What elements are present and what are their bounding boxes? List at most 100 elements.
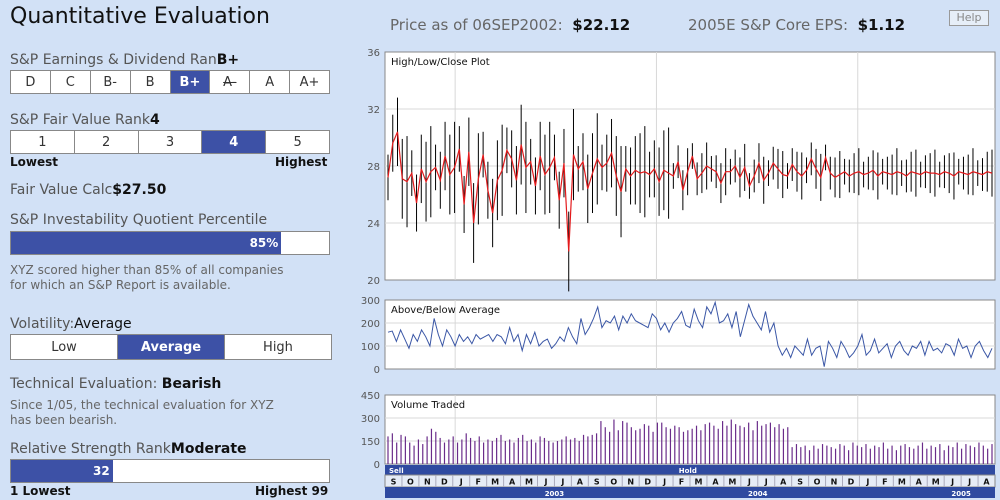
volatility-option[interactable]: High (224, 335, 331, 359)
fair-value-rank-option[interactable]: 1 (38, 134, 47, 150)
month-label: N (424, 478, 431, 487)
charts-panel: 36 32 28 24 20 High/Low/Close Plot 300 200 100 0 A… (361, 48, 996, 498)
earnings-rank-option[interactable]: C (49, 71, 90, 93)
volatility-option[interactable]: Low (51, 339, 77, 355)
iq-label: S&P Investability Quotient Percentile (10, 212, 268, 228)
month-label: F (475, 478, 480, 487)
y-tick-label: 200 (361, 319, 380, 330)
page-title: Quantitative Evaluation (10, 4, 270, 29)
price-value: $22.12 (572, 16, 631, 34)
close-line (387, 131, 993, 252)
month-label: S (391, 478, 397, 487)
chart-title: High/Low/Close Plot (391, 57, 490, 68)
month-label: F (882, 478, 887, 487)
earnings-rank-option[interactable]: D (25, 74, 36, 90)
fair-value-rank-label: S&P Fair Value Rank (10, 112, 151, 128)
month-label: A (983, 478, 990, 487)
month-label: N (627, 478, 634, 487)
y-tick-label: 32 (367, 105, 380, 116)
fair-value-rank-option[interactable]: 5 (265, 131, 329, 153)
chart-title: Above/Below Average (391, 305, 500, 316)
chart-frame (384, 394, 996, 465)
month-label: D (848, 478, 855, 487)
y-tick-label: 300 (361, 296, 380, 307)
earnings-rank-option[interactable]: B (129, 71, 170, 93)
fair-value-low-label: Lowest (10, 155, 58, 169)
year-label: 2003 (545, 490, 565, 498)
price-info: Price as of 06SEP2002: $22.12 (390, 16, 630, 34)
iq-note-line2: for which an S&P Report is available. (10, 278, 231, 292)
volatility-selector: Low Average High (10, 334, 332, 360)
earnings-rank-option[interactable]: B- (89, 71, 130, 93)
technical-value: Bearish (161, 376, 222, 392)
iq-note-line1: XYZ scored higher than 85% of all compan… (10, 263, 284, 277)
eps-info: 2005E S&P Core EPS: $1.12 (688, 16, 905, 34)
volatility-label: Volatility: (10, 316, 75, 332)
price-date: 06SEP2002: (472, 16, 563, 34)
iq-bar-fill: 85% (11, 232, 282, 254)
month-label: O (610, 478, 617, 487)
iq-note: XYZ scored higher than 85% of all compan… (10, 263, 284, 293)
chart-title: Volume Traded (391, 400, 465, 411)
month-label: A (712, 478, 719, 487)
relative-strength-label: Relative Strength Rank (10, 441, 171, 457)
fair-value-calc: Fair Value Calc$27.50 (10, 182, 166, 198)
month-label: M (728, 478, 736, 487)
signal-label: Sell (389, 467, 404, 475)
month-label: S (594, 478, 600, 487)
relative-strength-high-label: Highest 99 (255, 484, 329, 498)
volatility-option[interactable]: Average (117, 335, 224, 359)
month-label: J (967, 478, 971, 487)
month-label: J (459, 478, 463, 487)
earnings-rank-option[interactable]: A (249, 71, 289, 93)
eps-value: $1.12 (857, 16, 906, 34)
month-label: J (950, 478, 954, 487)
y-tick-label: 0 (374, 460, 380, 471)
month-label: O (814, 478, 821, 487)
year-label: 2004 (748, 490, 768, 498)
month-label: M (932, 478, 940, 487)
technical-note-line2: has been bearish. (10, 413, 118, 427)
month-label: M (525, 478, 533, 487)
price-label: Price as of (390, 16, 468, 34)
volatility-value: Average (74, 316, 132, 332)
y-tick-label: 450 (361, 391, 380, 402)
fair-value-rank-heading: S&P Fair Value Rank4 (10, 112, 160, 128)
technical-label: Technical Evaluation: (10, 376, 158, 392)
y-tick-label: 0 (374, 365, 380, 376)
month-label: S (797, 478, 803, 487)
earnings-rank-option[interactable]: A+ (289, 71, 329, 93)
month-label: A (509, 478, 516, 487)
y-tick-label: 300 (361, 414, 380, 425)
year-strip (385, 487, 995, 498)
earnings-rank-option[interactable]: B+ (169, 71, 210, 93)
fair-value-calc-label: Fair Value Calc (10, 182, 113, 198)
month-label: J (543, 478, 547, 487)
year-label: 2005 (951, 490, 971, 498)
relative-strength-bar: 32 (10, 459, 330, 483)
relative-strength-low-label: 1 Lowest (10, 484, 71, 498)
month-label: D (644, 478, 651, 487)
month-label: A (577, 478, 584, 487)
month-label: J (560, 478, 564, 487)
technical-heading: Technical Evaluation: Bearish (10, 376, 221, 392)
fair-value-rank-option[interactable]: 2 (73, 131, 138, 153)
fair-value-rank-option[interactable]: 3 (137, 131, 202, 153)
above-below-line (387, 300, 993, 367)
help-button[interactable]: Help (949, 10, 989, 26)
earnings-rank-option[interactable]: A- (209, 71, 249, 93)
month-label: A (780, 478, 787, 487)
month-label: J (662, 478, 666, 487)
month-label: O (407, 478, 414, 487)
month-label: J (865, 478, 869, 487)
month-label: N (831, 478, 838, 487)
relative-strength-value: Moderate (170, 441, 247, 457)
month-label: A (916, 478, 923, 487)
eps-label: 2005E S&P Core EPS: (688, 16, 849, 34)
technical-note-line1: Since 1/05, the technical evaluation for… (10, 398, 274, 412)
month-label: M (898, 478, 906, 487)
fair-value-calc-value: $27.50 (112, 182, 167, 198)
y-tick-label: 100 (361, 342, 380, 353)
fair-value-rank-option[interactable]: 4 (201, 131, 266, 153)
